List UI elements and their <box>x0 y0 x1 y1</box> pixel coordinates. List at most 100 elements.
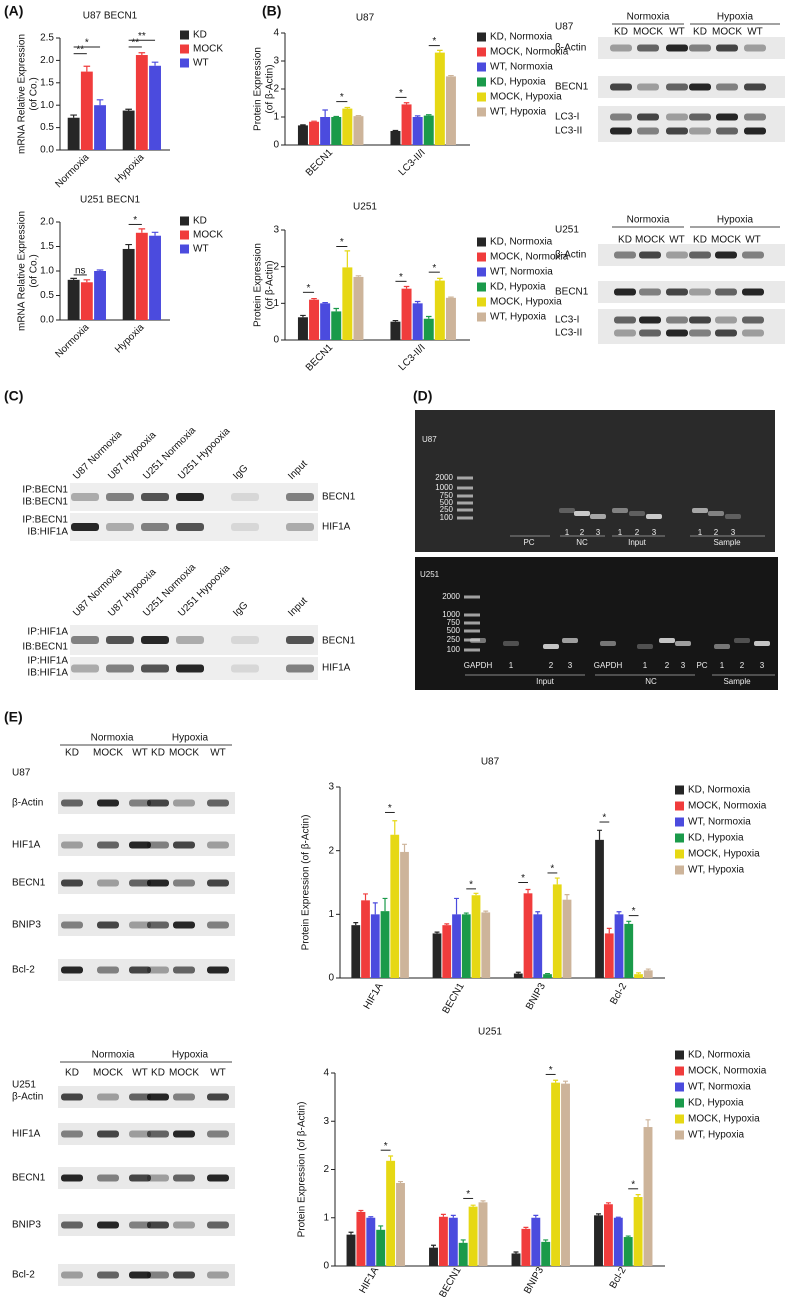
lane-label: 2 <box>714 528 719 537</box>
lane-label: KD <box>614 27 628 38</box>
bar <box>320 303 331 340</box>
ladder-label: 500 <box>440 498 454 507</box>
gel-band <box>543 644 559 649</box>
blot-band <box>147 1174 169 1182</box>
bar <box>353 276 364 340</box>
bar <box>432 933 442 978</box>
row-label: BECN1 <box>322 492 356 503</box>
lane-label: WT <box>747 27 763 38</box>
group-label: Input <box>628 538 647 547</box>
bar <box>412 303 423 340</box>
blot-band <box>744 127 766 135</box>
legend-swatch <box>180 44 189 54</box>
error-bar <box>460 1239 466 1243</box>
blot-band <box>147 1271 169 1279</box>
blot-band <box>639 288 661 296</box>
gel-band <box>725 514 741 519</box>
lane-label: KD <box>693 27 707 38</box>
bar <box>309 121 320 145</box>
error-bar <box>125 243 132 249</box>
legend-label: WT, Hypoxia <box>490 107 547 118</box>
legend-label: KD <box>193 216 207 227</box>
bar <box>386 1160 396 1266</box>
legend-label: WT, Hypoxia <box>490 312 547 323</box>
blot-band <box>637 127 659 135</box>
lane-label: WT <box>669 235 685 246</box>
error-bar <box>83 65 91 72</box>
significance-label: * <box>388 803 392 814</box>
x-tick-label: BECN1 <box>304 342 336 374</box>
row-label: HIF1A <box>12 840 41 851</box>
legend-swatch <box>675 785 684 795</box>
blot-band <box>637 83 659 91</box>
y-axis-label: (of β-Actin) <box>265 260 276 309</box>
y-tick-label: 1 <box>273 112 279 123</box>
blot-band <box>742 316 764 324</box>
gel-band <box>708 511 724 516</box>
bar <box>471 895 481 978</box>
blot-band <box>61 1130 83 1138</box>
ladder-band <box>464 629 480 633</box>
blot-band <box>207 1271 229 1279</box>
error-bar <box>454 897 459 915</box>
row-label: LC3-I <box>555 112 579 123</box>
y-tick-label: 1.5 <box>40 241 54 252</box>
error-bar <box>553 1079 559 1083</box>
row-label: IP:BECN1 <box>22 485 68 496</box>
blot-band <box>231 664 259 673</box>
bar <box>342 108 353 145</box>
chart-title: U87 <box>481 757 500 768</box>
bar <box>478 1202 488 1266</box>
ladder-label: 2000 <box>442 592 460 601</box>
legend-label: MOCK, Normoxia <box>490 252 569 263</box>
bar <box>448 1217 458 1266</box>
significance-label: * <box>549 1065 553 1076</box>
row-label: BNIP3 <box>12 1220 41 1231</box>
blot-band <box>129 799 151 807</box>
blot-band <box>173 1130 195 1138</box>
significance-label: * <box>399 88 403 99</box>
legend-swatch <box>180 244 189 254</box>
lane-label: 3 <box>760 661 765 670</box>
bar <box>595 839 604 978</box>
group-label: NC <box>645 677 657 686</box>
error-bar <box>606 927 612 934</box>
error-bar <box>563 1080 568 1084</box>
y-axis-label: mRNA Relative Expression <box>17 34 28 154</box>
blot-band <box>610 44 632 52</box>
error-bar <box>483 910 489 913</box>
blot-band <box>97 921 119 929</box>
blot-band <box>97 879 119 887</box>
error-bar <box>151 61 159 66</box>
legend-swatch <box>675 1114 684 1124</box>
legend-label: KD, Normoxia <box>688 1050 751 1061</box>
ladder-label: 1000 <box>435 483 453 492</box>
blot-band <box>716 113 738 121</box>
bar <box>412 117 423 145</box>
y-tick-label: 2.5 <box>40 33 54 44</box>
chart-title: U87 BECN1 <box>83 11 138 22</box>
row-label: Bcl-2 <box>12 1270 35 1281</box>
error-bar <box>440 1213 446 1217</box>
ladder-label: 750 <box>440 491 454 500</box>
y-axis-label: Protein Expression <box>253 243 264 327</box>
lane-label: GAPDH <box>464 661 493 670</box>
bar <box>634 974 643 978</box>
blot-band <box>207 841 229 849</box>
significance-label: * <box>469 880 473 891</box>
error-bar <box>597 829 602 840</box>
blot-band <box>715 251 737 259</box>
lane-label: 2 <box>740 661 745 670</box>
gel-title: U251 <box>420 570 440 579</box>
legend-label: MOCK <box>193 44 223 55</box>
significance-label: ** <box>76 44 84 55</box>
bar <box>320 117 331 145</box>
blot-band <box>666 329 688 337</box>
blot-title: U87 <box>555 22 574 33</box>
row-label: LC3-II <box>555 126 582 137</box>
error-bar <box>70 114 77 118</box>
bar <box>356 1211 366 1266</box>
error-bar <box>425 315 432 319</box>
y-tick-label: 2 <box>323 1164 329 1175</box>
